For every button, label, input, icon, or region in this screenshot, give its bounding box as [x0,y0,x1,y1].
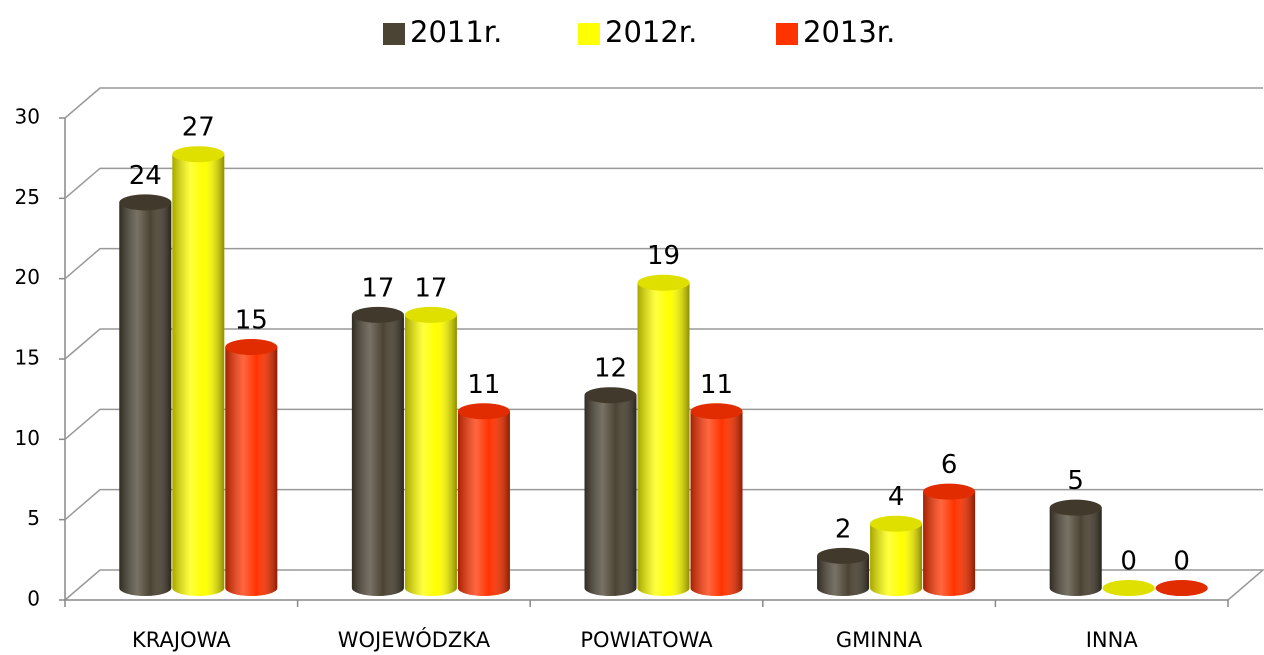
legend-swatch [383,23,405,45]
bar [172,146,225,596]
grid-line [64,87,1263,119]
bar [870,515,923,596]
bar-shade [637,282,690,596]
grid-line [64,328,1263,360]
y-tick-label: 30 [15,105,40,129]
bar [457,403,510,596]
value-label: 12 [594,354,627,384]
grid-line [64,247,1263,280]
bar [1102,580,1155,596]
value-label: 11 [700,370,733,400]
bar-top-shade [172,146,225,163]
x-tick-label: GMINNA [836,628,923,652]
bar-top-shade [584,387,637,404]
grid-line [64,488,1263,521]
bar-top [923,483,976,500]
bar-top [172,146,225,163]
bar-top [1102,580,1155,596]
bar-top-shade [1155,580,1208,596]
bar [690,403,743,596]
grid-line [64,167,1263,199]
y-tick-label: 15 [15,346,40,370]
value-label: 5 [1067,466,1084,496]
bar-top [351,306,404,323]
value-label: 11 [467,370,500,400]
bar-top [870,515,923,532]
bar [225,339,278,596]
bar [923,483,976,596]
bar-top-shade [119,194,172,211]
bar-top [225,339,278,355]
bar [817,547,870,596]
y-tick-label: 25 [15,185,40,209]
bar-top [457,403,510,420]
x-tick-label: KRAJOWA [132,628,231,652]
legend-label: 2013r. [803,15,895,49]
bar [404,306,457,596]
legend-swatch [776,23,798,45]
bar-top-shade [923,483,976,500]
bar-top-shade [637,274,690,291]
bar-shade [870,523,923,596]
bar-shade [1049,507,1102,596]
value-label: 0 [1173,547,1190,577]
y-tick-label: 20 [15,265,40,289]
bar-top-shade [1049,499,1102,516]
bar-top [404,306,457,323]
bar-top [690,403,743,420]
bar-top [817,547,870,564]
x-tick-label: POWIATOWA [580,628,713,652]
bar-shade [225,347,278,596]
x-tick-label: INNA [1086,628,1139,652]
bar-top-shade [225,339,278,355]
value-label: 24 [129,161,162,191]
bar-top-shade [870,515,923,532]
y-tick-label: 5 [27,506,40,530]
bar-top-shade [817,547,870,564]
bar [637,274,690,596]
bar-shade [404,314,457,596]
value-label: 15 [235,306,268,336]
bar [1049,499,1102,596]
legend-label: 2011r. [410,15,502,49]
value-label: 19 [647,241,680,271]
bar-top-shade [1102,580,1155,596]
x-tick-label: WOJEWÓDZKA [338,627,491,652]
bar [1155,580,1208,596]
value-label: 6 [941,450,958,480]
bar-shade [690,411,743,596]
bar-shade [351,314,404,596]
bar-shade [172,154,225,596]
bar-top [1155,580,1208,596]
bar-top [119,194,172,211]
value-label: 2 [835,514,852,544]
value-label: 17 [414,273,447,303]
bar-top [1049,499,1102,516]
bar-shade [457,411,510,596]
bar [351,306,404,596]
bar-top-shade [690,403,743,420]
grid-line [64,408,1263,440]
legend-swatch [578,23,600,45]
bar-shade [119,202,172,596]
y-tick-label: 10 [15,426,40,450]
bar-shade [923,491,976,596]
legend-label: 2012r. [605,15,697,49]
bar-top [637,274,690,291]
y-tick-label: 0 [27,587,40,611]
bar-shade [584,395,637,596]
value-label: 17 [361,273,394,303]
value-label: 27 [182,113,215,143]
bar-top-shade [351,306,404,323]
bar-top-shade [457,403,510,420]
bar-shade [817,555,870,596]
bar [584,387,637,596]
bar [119,194,172,596]
bar-top [584,387,637,404]
bar-top-shade [404,306,457,323]
value-label: 4 [888,482,905,512]
value-label: 0 [1120,547,1137,577]
